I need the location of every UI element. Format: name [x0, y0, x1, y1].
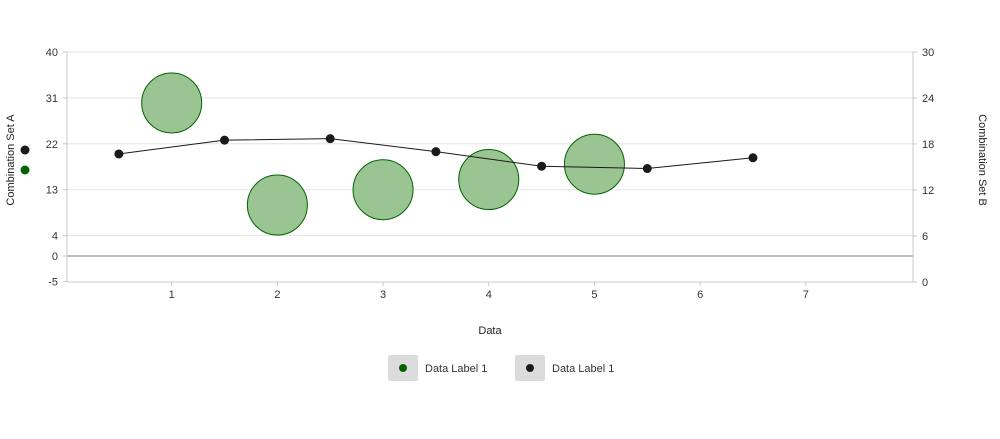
bubble-series-axis-marker: [20, 165, 30, 175]
line-point[interactable]: [325, 134, 335, 144]
right-tick-label: 18: [922, 139, 934, 151]
right-tick-label: 30: [922, 47, 934, 59]
left-tick-label: 22: [46, 139, 58, 151]
axes: [66, 52, 914, 283]
line-point[interactable]: [220, 135, 230, 145]
line-series[interactable]: [114, 134, 758, 174]
right-tick-label: 12: [922, 185, 934, 197]
legend-label: Data Label 1: [425, 363, 487, 375]
x-tick-label: 1: [169, 289, 175, 301]
legend-marker: [399, 364, 407, 372]
legend[interactable]: Data Label 1 Data Label 1: [388, 355, 614, 381]
axis-series-markers: [20, 145, 30, 175]
bubble-series[interactable]: [141, 72, 625, 236]
bubble-point[interactable]: [458, 149, 520, 210]
left-tick-label: 0: [52, 251, 58, 263]
left-tick-label: -5: [48, 277, 58, 289]
bubble-point[interactable]: [352, 159, 414, 221]
x-tick-label: 3: [380, 289, 386, 301]
left-axis-title: Combination Set A: [5, 114, 17, 206]
line-series-axis-marker: [20, 145, 30, 155]
axis-titles: Data Combination Set A Combination Set B: [5, 114, 988, 337]
bubble-point[interactable]: [141, 72, 203, 134]
x-axis-title: Data: [478, 325, 502, 337]
grid-lines: [67, 51, 913, 237]
x-tick-label: 6: [697, 289, 703, 301]
left-tick-label: 4: [52, 231, 58, 243]
legend-item-line[interactable]: Data Label 1: [515, 355, 614, 381]
x-tick-label: 2: [274, 289, 280, 301]
left-tick-label: 13: [46, 185, 58, 197]
line-point[interactable]: [748, 153, 758, 163]
right-axis-title: Combination Set B: [976, 114, 988, 206]
line-point[interactable]: [537, 161, 547, 171]
bubble-point[interactable]: [563, 133, 625, 195]
left-tick-label: 31: [46, 93, 58, 105]
legend-label: Data Label 1: [552, 363, 614, 375]
x-tick-label: 5: [591, 289, 597, 301]
x-tick-label: 7: [803, 289, 809, 301]
left-tick-label: 40: [46, 47, 58, 59]
legend-marker: [526, 364, 534, 372]
right-tick-label: 0: [922, 277, 928, 289]
x-tick-label: 4: [486, 289, 492, 301]
right-tick-label: 6: [922, 231, 928, 243]
right-tick-label: 24: [922, 93, 934, 105]
line-point[interactable]: [431, 147, 441, 157]
line-point[interactable]: [114, 149, 124, 159]
legend-item-bubble[interactable]: Data Label 1: [388, 355, 487, 381]
line-point[interactable]: [642, 164, 652, 174]
bubble-point[interactable]: [246, 174, 308, 236]
